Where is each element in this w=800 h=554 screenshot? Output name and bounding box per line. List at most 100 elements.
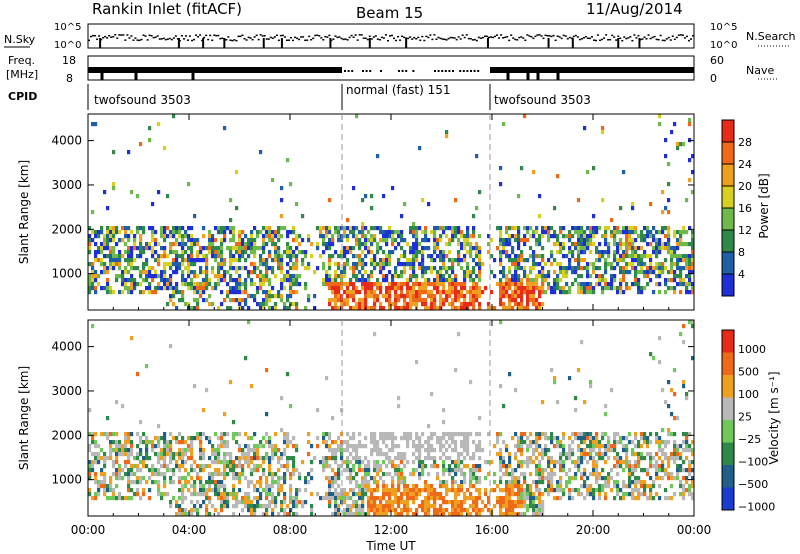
heatmap-cell — [610, 234, 614, 239]
heatmap-cell — [355, 302, 359, 307]
heatmap-cell — [538, 238, 542, 243]
heatmap-cell — [607, 254, 611, 259]
heatmap-cell — [280, 484, 284, 489]
heatmap-cell — [325, 432, 329, 437]
heatmap-cell — [595, 440, 599, 445]
heatmap-cell — [277, 246, 281, 251]
heatmap-cell — [211, 254, 215, 259]
heatmap-cell — [172, 258, 176, 263]
heatmap-cell — [628, 440, 632, 445]
heatmap-cell — [622, 270, 626, 275]
heatmap-cell — [280, 214, 284, 219]
heatmap-cell — [424, 302, 428, 307]
heatmap-cell — [271, 238, 275, 243]
heatmap-cell — [445, 266, 449, 271]
heatmap-cell — [676, 262, 680, 267]
heatmap-cell — [523, 226, 527, 231]
heatmap-cell — [613, 234, 617, 239]
heatmap-cell — [130, 246, 134, 251]
heatmap-cell — [433, 508, 437, 513]
heatmap-cell — [430, 456, 434, 461]
heatmap-cell — [580, 290, 584, 295]
heatmap-cell — [181, 274, 185, 279]
heatmap-cell — [277, 250, 281, 255]
heatmap-cell — [220, 266, 224, 271]
heatmap-cell — [409, 258, 413, 263]
plot-title: Rankin Inlet (fitACF) — [92, 0, 242, 18]
heatmap-cell — [529, 266, 533, 271]
heatmap-cell — [472, 270, 476, 275]
heatmap-cell — [130, 290, 134, 295]
heatmap-cell — [181, 278, 185, 283]
heatmap-cell — [106, 246, 110, 251]
noise-sample — [453, 37, 456, 39]
heatmap-cell — [505, 230, 509, 235]
heatmap-cell — [229, 456, 233, 461]
heatmap-cell — [235, 440, 239, 445]
heatmap-cell — [319, 230, 323, 235]
heatmap-cell — [127, 440, 131, 445]
heatmap-cell — [475, 480, 479, 485]
heatmap-cell — [517, 258, 521, 263]
heatmap-cell — [112, 496, 116, 501]
heatmap-cell — [175, 290, 179, 295]
heatmap-cell — [670, 246, 674, 251]
heatmap-cell — [253, 448, 257, 453]
heatmap-cell — [94, 254, 98, 259]
heatmap-cell — [250, 234, 254, 239]
heatmap-cell — [196, 254, 200, 259]
heatmap-cell — [220, 274, 224, 279]
heatmap-cell — [133, 278, 137, 283]
heatmap-cell — [130, 432, 134, 437]
cpid-segment-1: twofsound 3503 — [94, 93, 191, 107]
noise-sample — [520, 36, 523, 38]
heatmap-cell — [139, 480, 143, 485]
heatmap-cell — [496, 484, 500, 489]
heatmap-cell — [190, 484, 194, 489]
heatmap-cell — [508, 492, 512, 497]
noise-sample — [395, 39, 398, 42]
heatmap-cell — [547, 282, 551, 287]
noise-sample — [637, 35, 640, 37]
heatmap-cell — [625, 448, 629, 453]
heatmap-cell — [220, 496, 224, 501]
heatmap-cell — [373, 238, 377, 243]
heatmap-cell — [589, 274, 593, 279]
heatmap-cell — [403, 436, 407, 441]
heatmap-cell — [214, 274, 218, 279]
noise-sample — [136, 39, 139, 41]
heatmap-cell — [691, 246, 695, 251]
heatmap-cell — [331, 512, 335, 517]
heatmap-cell — [334, 278, 338, 283]
heatmap-cell — [418, 456, 422, 461]
heatmap-cell — [469, 302, 473, 307]
heatmap-cell — [493, 504, 497, 509]
heatmap-cell — [577, 262, 581, 267]
heatmap-cell — [559, 444, 563, 449]
noise-sample — [588, 37, 591, 40]
heatmap-cell — [403, 508, 407, 513]
heatmap-cell — [553, 460, 557, 465]
noise-sample — [92, 34, 95, 37]
heatmap-cell — [469, 468, 473, 473]
heatmap-cell — [430, 444, 434, 449]
heatmap-cell — [373, 306, 377, 311]
heatmap-cell — [436, 282, 440, 287]
heatmap-cell — [388, 448, 392, 453]
heatmap-cell — [463, 432, 467, 437]
heatmap-cell — [592, 230, 596, 235]
heatmap-cell — [649, 440, 653, 445]
heatmap-cell — [691, 262, 695, 267]
heatmap-cell — [448, 302, 452, 307]
heatmap-cell — [496, 436, 500, 441]
heatmap-cell — [526, 278, 530, 283]
heatmap-cell — [268, 488, 272, 493]
heatmap-cell — [649, 456, 653, 461]
heatmap-cell — [124, 234, 128, 239]
heatmap-cell — [148, 440, 152, 445]
heatmap-cell — [478, 270, 482, 275]
heatmap-cell — [403, 484, 407, 489]
heatmap-cell — [433, 448, 437, 453]
heatmap-cell — [280, 504, 284, 509]
